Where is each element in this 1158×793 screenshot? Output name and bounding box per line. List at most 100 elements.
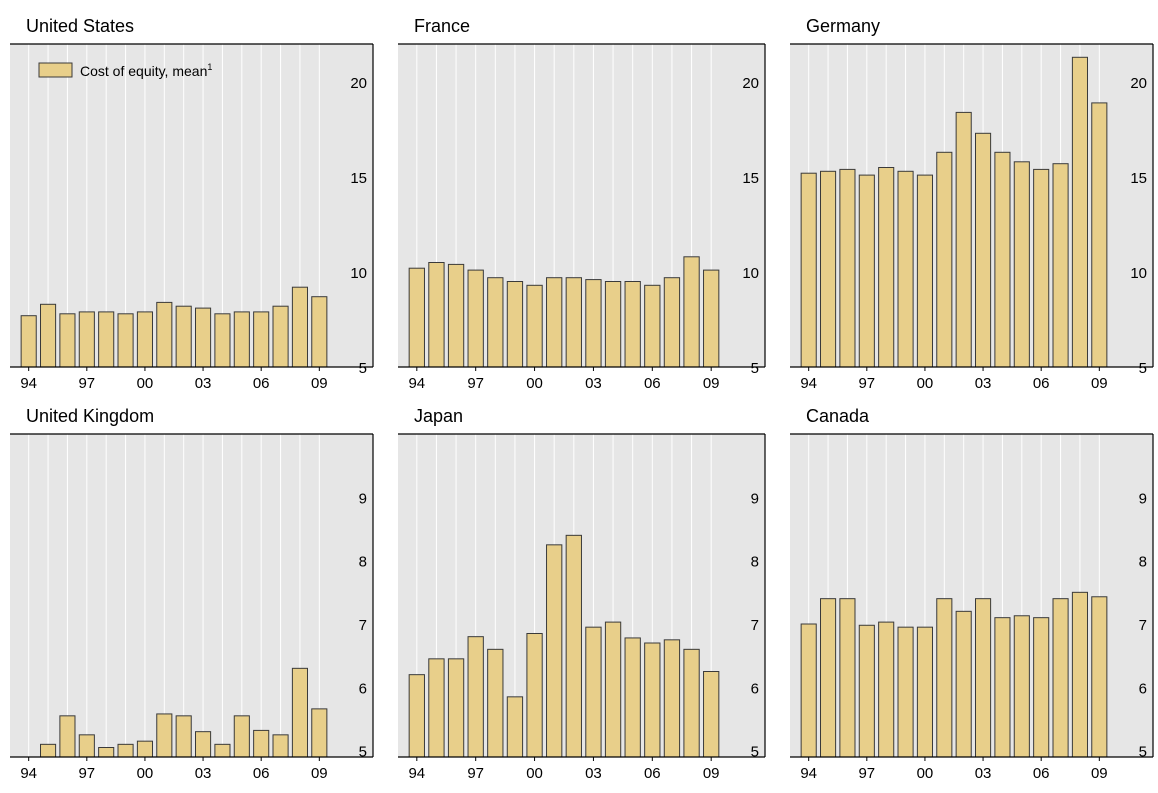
bar-1997 (78, 311, 95, 368)
y-tick-label: 7 (1139, 617, 1147, 634)
panel-title: Germany (806, 16, 880, 36)
bar-2003 (585, 279, 602, 368)
bar-2000 (526, 284, 543, 368)
y-tick-label: 10 (742, 265, 759, 282)
bar-2007 (663, 639, 681, 758)
bar-2004 (604, 621, 622, 758)
y-tick-label: 8 (359, 554, 367, 571)
legend-text: Cost of equity, mean (80, 63, 207, 79)
bar-1999 (897, 626, 914, 758)
bar-1998 (98, 747, 115, 758)
chart-panel-1: France 5 10 15 20 94 97 00 03 06 09 (398, 16, 766, 392)
y-tick-label: 15 (1130, 170, 1147, 187)
y-tick-label: 15 (350, 170, 367, 187)
y-tick-label: 9 (751, 490, 759, 507)
bar-1995 (428, 262, 445, 368)
bar-2005 (233, 311, 250, 368)
x-tick-label: 03 (195, 765, 212, 782)
y-tick-label: 20 (1130, 75, 1147, 92)
bar-2002 (565, 277, 582, 368)
bar-2001 (546, 277, 563, 368)
bar-2009 (311, 296, 328, 368)
bar-2007 (272, 734, 289, 758)
x-tick-label: 03 (585, 765, 602, 782)
y-tick-label: 7 (359, 617, 367, 634)
x-tick-label: 03 (975, 375, 992, 392)
x-tick-label: 00 (917, 375, 934, 392)
x-tick-label: 97 (78, 765, 95, 782)
bar-1995 (820, 598, 837, 758)
bar-1998 (878, 167, 895, 368)
chart-panel-4: Japan 5 6 7 8 9 94 97 00 03 06 09 (398, 406, 766, 782)
y-tick-label: 6 (359, 680, 367, 697)
bar-2008 (291, 667, 308, 758)
y-tick-label: 10 (1130, 265, 1147, 282)
x-tick-label: 97 (467, 765, 484, 782)
bar-2004 (994, 151, 1011, 368)
bar-2009 (703, 269, 720, 368)
x-tick-label: 00 (526, 765, 543, 782)
bar-2001 (936, 598, 953, 758)
bar-1998 (487, 277, 504, 368)
bar-2005 (624, 637, 641, 758)
bar-1998 (98, 311, 115, 368)
bar-2006 (253, 311, 270, 368)
bar-2005 (233, 715, 250, 758)
bar-2002 (175, 715, 192, 758)
bar-2006 (253, 729, 270, 758)
y-tick-label: 20 (742, 75, 759, 92)
y-tick-label: 5 (751, 744, 759, 761)
x-tick-label: 06 (644, 765, 661, 782)
bar-2006 (1033, 617, 1050, 758)
x-tick-label: 06 (1033, 765, 1050, 782)
x-tick-label: 94 (800, 375, 817, 392)
bar-2009 (703, 671, 720, 758)
bar-2008 (291, 286, 308, 368)
plot-background (10, 434, 373, 757)
y-tick-label: 9 (1139, 490, 1147, 507)
bar-2000 (136, 311, 153, 368)
panel-title: Japan (414, 406, 463, 426)
bar-2003 (975, 132, 992, 368)
bar-1997 (858, 624, 875, 758)
x-tick-label: 06 (253, 765, 270, 782)
x-tick-label: 00 (137, 765, 154, 782)
legend-footnote: 1 (207, 62, 212, 72)
y-tick-label: 15 (742, 170, 759, 187)
bar-1998 (878, 621, 895, 758)
bar-1995 (428, 658, 445, 758)
bar-2003 (195, 731, 212, 758)
x-tick-label: 09 (1091, 375, 1108, 392)
bar-2000 (526, 633, 543, 758)
x-tick-label: 94 (408, 375, 425, 392)
bar-1999 (117, 313, 134, 368)
bar-2000 (916, 626, 933, 758)
y-tick-label: 6 (751, 680, 759, 697)
panel-title: France (414, 16, 470, 36)
x-tick-label: 09 (311, 375, 328, 392)
bar-1996 (839, 168, 856, 368)
bar-1999 (117, 743, 134, 758)
bar-2007 (663, 277, 681, 368)
bar-1997 (467, 269, 484, 368)
bar-1996 (59, 313, 76, 368)
y-tick-label: 6 (1139, 680, 1147, 697)
legend-swatch (38, 62, 73, 78)
y-tick-label: 5 (1139, 744, 1147, 761)
x-tick-label: 06 (253, 375, 270, 392)
x-tick-label: 03 (585, 375, 602, 392)
x-tick-label: 97 (467, 375, 484, 392)
bar-1994 (408, 674, 425, 758)
bar-1996 (59, 715, 76, 758)
bar-2006 (644, 642, 661, 758)
bar-2003 (585, 626, 602, 758)
bar-2008 (683, 648, 700, 758)
bar-2005 (1013, 615, 1030, 758)
bar-2008 (683, 256, 700, 368)
bar-1996 (447, 658, 465, 758)
bar-2005 (624, 281, 641, 368)
bar-1994 (800, 623, 817, 758)
bar-1997 (858, 174, 875, 368)
chart-panel-0: United States 5 10 15 20 94 97 00 03 06 09 Cost of … (10, 16, 374, 392)
